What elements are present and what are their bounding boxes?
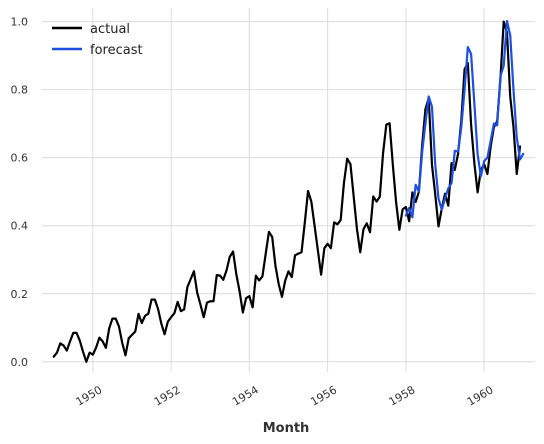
x-tick-label: 1958 — [387, 383, 418, 408]
x-axis-ticks: 1950 1952 1954 1956 1958 1960 — [74, 383, 496, 408]
x-tick-label: 1956 — [308, 383, 339, 408]
x-tick-label: 1952 — [152, 383, 183, 408]
series-lines — [52, 19, 525, 363]
x-tick-label: 1950 — [74, 383, 105, 408]
legend-label-actual: actual — [90, 22, 130, 37]
series-line-actual — [52, 20, 522, 363]
y-tick-label: 0.8 — [11, 84, 29, 97]
y-tick-label: 0.0 — [11, 356, 29, 369]
x-tick-label: 1954 — [230, 383, 261, 408]
series-line-forecast — [404, 19, 525, 219]
y-axis-ticks: 0.0 0.2 0.4 0.6 0.8 1.0 — [11, 16, 29, 369]
y-tick-label: 0.6 — [11, 152, 29, 165]
grid-lines — [42, 8, 535, 372]
x-tick-label: 1960 — [465, 383, 496, 408]
y-tick-label: 1.0 — [11, 16, 29, 29]
legend-label-forecast: forecast — [90, 43, 143, 58]
y-tick-label: 0.2 — [11, 288, 29, 301]
legend: actual forecast — [52, 22, 143, 58]
y-tick-label: 0.4 — [11, 220, 29, 233]
x-axis-label: Month — [263, 421, 310, 436]
